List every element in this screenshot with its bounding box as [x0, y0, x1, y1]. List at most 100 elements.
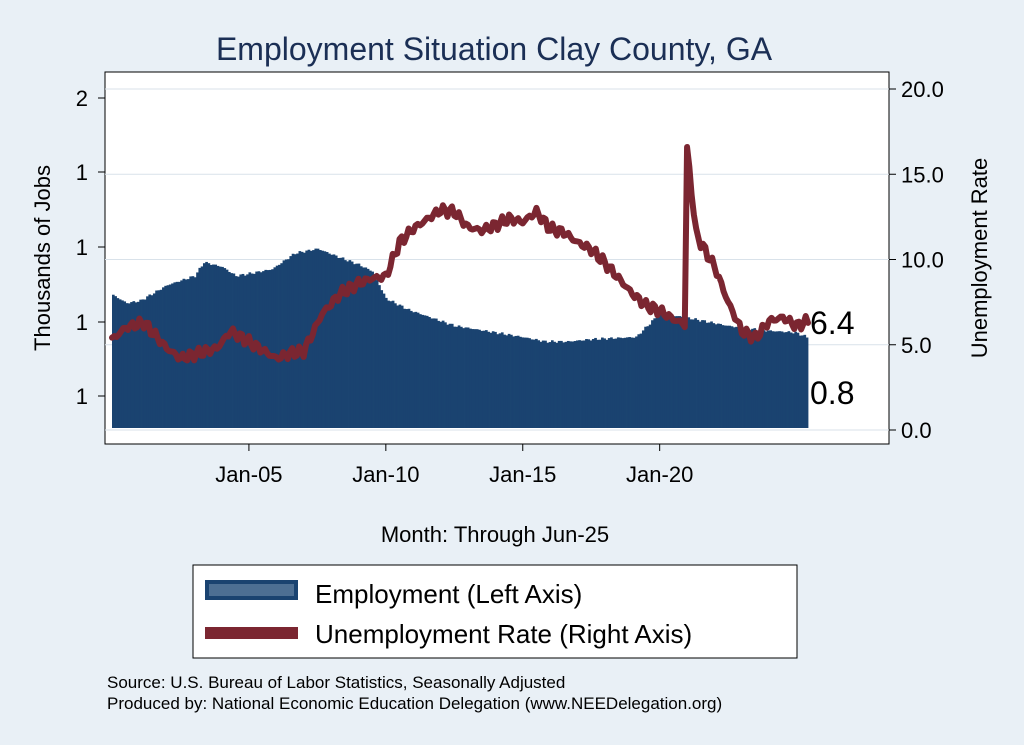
employment-bar: [419, 314, 422, 428]
employment-bar: [366, 268, 370, 428]
employment-bar: [132, 301, 136, 428]
employment-bar: [635, 336, 638, 428]
employment-bar: [330, 254, 334, 428]
employment-bar: [685, 317, 688, 428]
employment-bar: [776, 331, 779, 428]
employment-bar: [378, 285, 381, 428]
employment-bar: [407, 308, 411, 428]
employment-bar: [444, 322, 447, 428]
y-right-tick-label: 10.0: [901, 248, 944, 273]
employment-bar: [230, 273, 233, 428]
legend-label-unemployment: Unemployment Rate (Right Axis): [315, 619, 692, 649]
employment-bar: [500, 332, 504, 428]
employment-bar: [278, 264, 281, 428]
employment-bar: [785, 332, 788, 428]
employment-bar: [423, 315, 427, 428]
employment-bar: [291, 253, 295, 428]
employment-bar: [432, 318, 436, 428]
employment-bar: [114, 296, 117, 428]
employment-bar: [657, 314, 661, 428]
employment-bar: [448, 323, 452, 428]
employment-bar: [628, 337, 631, 428]
employment-bar: [123, 301, 127, 428]
employment-bar: [155, 290, 158, 428]
employment-bar: [430, 318, 434, 428]
legend-swatch-unemployment: [205, 627, 298, 639]
employment-bar: [762, 330, 766, 428]
produced-by-note: Produced by: National Economic Education…: [107, 694, 722, 713]
unemployment-end-label: 6.4: [810, 305, 854, 341]
employment-end-label: 0.8: [810, 375, 854, 411]
y-left-tick-label: 1: [76, 235, 88, 260]
employment-bar: [694, 318, 697, 428]
employment-bar: [289, 256, 293, 428]
employment-bar: [412, 312, 415, 428]
employment-bar: [159, 289, 163, 428]
employment-bar: [357, 263, 361, 428]
employment-bar: [421, 314, 424, 428]
employment-bar: [425, 315, 429, 428]
employment-bar: [541, 340, 545, 428]
employment-bar: [596, 339, 600, 428]
employment-bar: [787, 331, 791, 428]
employment-bar: [460, 326, 463, 428]
employment-bar: [544, 340, 547, 428]
employment-bar: [603, 338, 606, 428]
employment-bar: [323, 251, 327, 428]
y-axis-label-right: Unemployment Rate: [967, 158, 992, 359]
employment-bar: [300, 251, 304, 428]
employment-bar: [619, 337, 622, 428]
employment-bar: [125, 303, 129, 428]
employment-bar: [482, 330, 486, 428]
employment-bar: [403, 308, 406, 428]
employment-bar: [571, 341, 575, 428]
employment-bar: [737, 326, 741, 428]
employment-bar: [298, 251, 302, 428]
employment-bar: [671, 316, 675, 428]
employment-bar: [485, 330, 488, 428]
employment-bar: [171, 283, 174, 428]
employment-bar: [334, 255, 338, 428]
employment-bar: [287, 259, 290, 428]
employment-bar: [439, 321, 443, 428]
employment-bar: [566, 340, 570, 428]
employment-bar: [127, 303, 131, 428]
employment-bar: [414, 311, 418, 428]
employment-bar: [607, 338, 611, 428]
employment-bar: [653, 318, 656, 428]
employment-bar: [692, 319, 695, 428]
unemployment-line: [109, 144, 811, 364]
employment-bar: [798, 335, 802, 428]
employment-bar: [521, 337, 525, 428]
y-right-tick-label: 20.0: [901, 77, 944, 102]
y-left-tick-label: 2: [76, 86, 88, 111]
employment-bar: [382, 293, 386, 428]
y-left-tick-label: 1: [76, 310, 88, 335]
employment-bar: [550, 340, 554, 428]
employment-bar: [362, 267, 365, 428]
employment-bar: [462, 328, 465, 428]
employment-bar: [792, 333, 795, 428]
employment-bar: [621, 338, 625, 428]
employment-bar: [496, 334, 500, 428]
employment-bar: [532, 339, 536, 428]
employment-bar: [546, 342, 550, 428]
employment-bar: [803, 334, 807, 428]
employment-bar: [293, 254, 297, 428]
employment-bar: [719, 323, 722, 428]
employment-bar: [139, 299, 142, 428]
employment-bar: [623, 337, 627, 428]
employment-bar: [535, 338, 538, 428]
employment-bar: [166, 285, 170, 428]
employment-bar: [475, 329, 479, 428]
employment-bar: [723, 325, 727, 428]
employment-bar: [530, 339, 534, 428]
employment-bar: [498, 333, 502, 428]
employment-bar: [271, 269, 274, 428]
employment-bar: [644, 326, 647, 428]
employment-bar: [578, 340, 581, 428]
employment-bar: [735, 326, 738, 428]
employment-bar: [118, 299, 122, 428]
employment-bar: [284, 259, 288, 428]
